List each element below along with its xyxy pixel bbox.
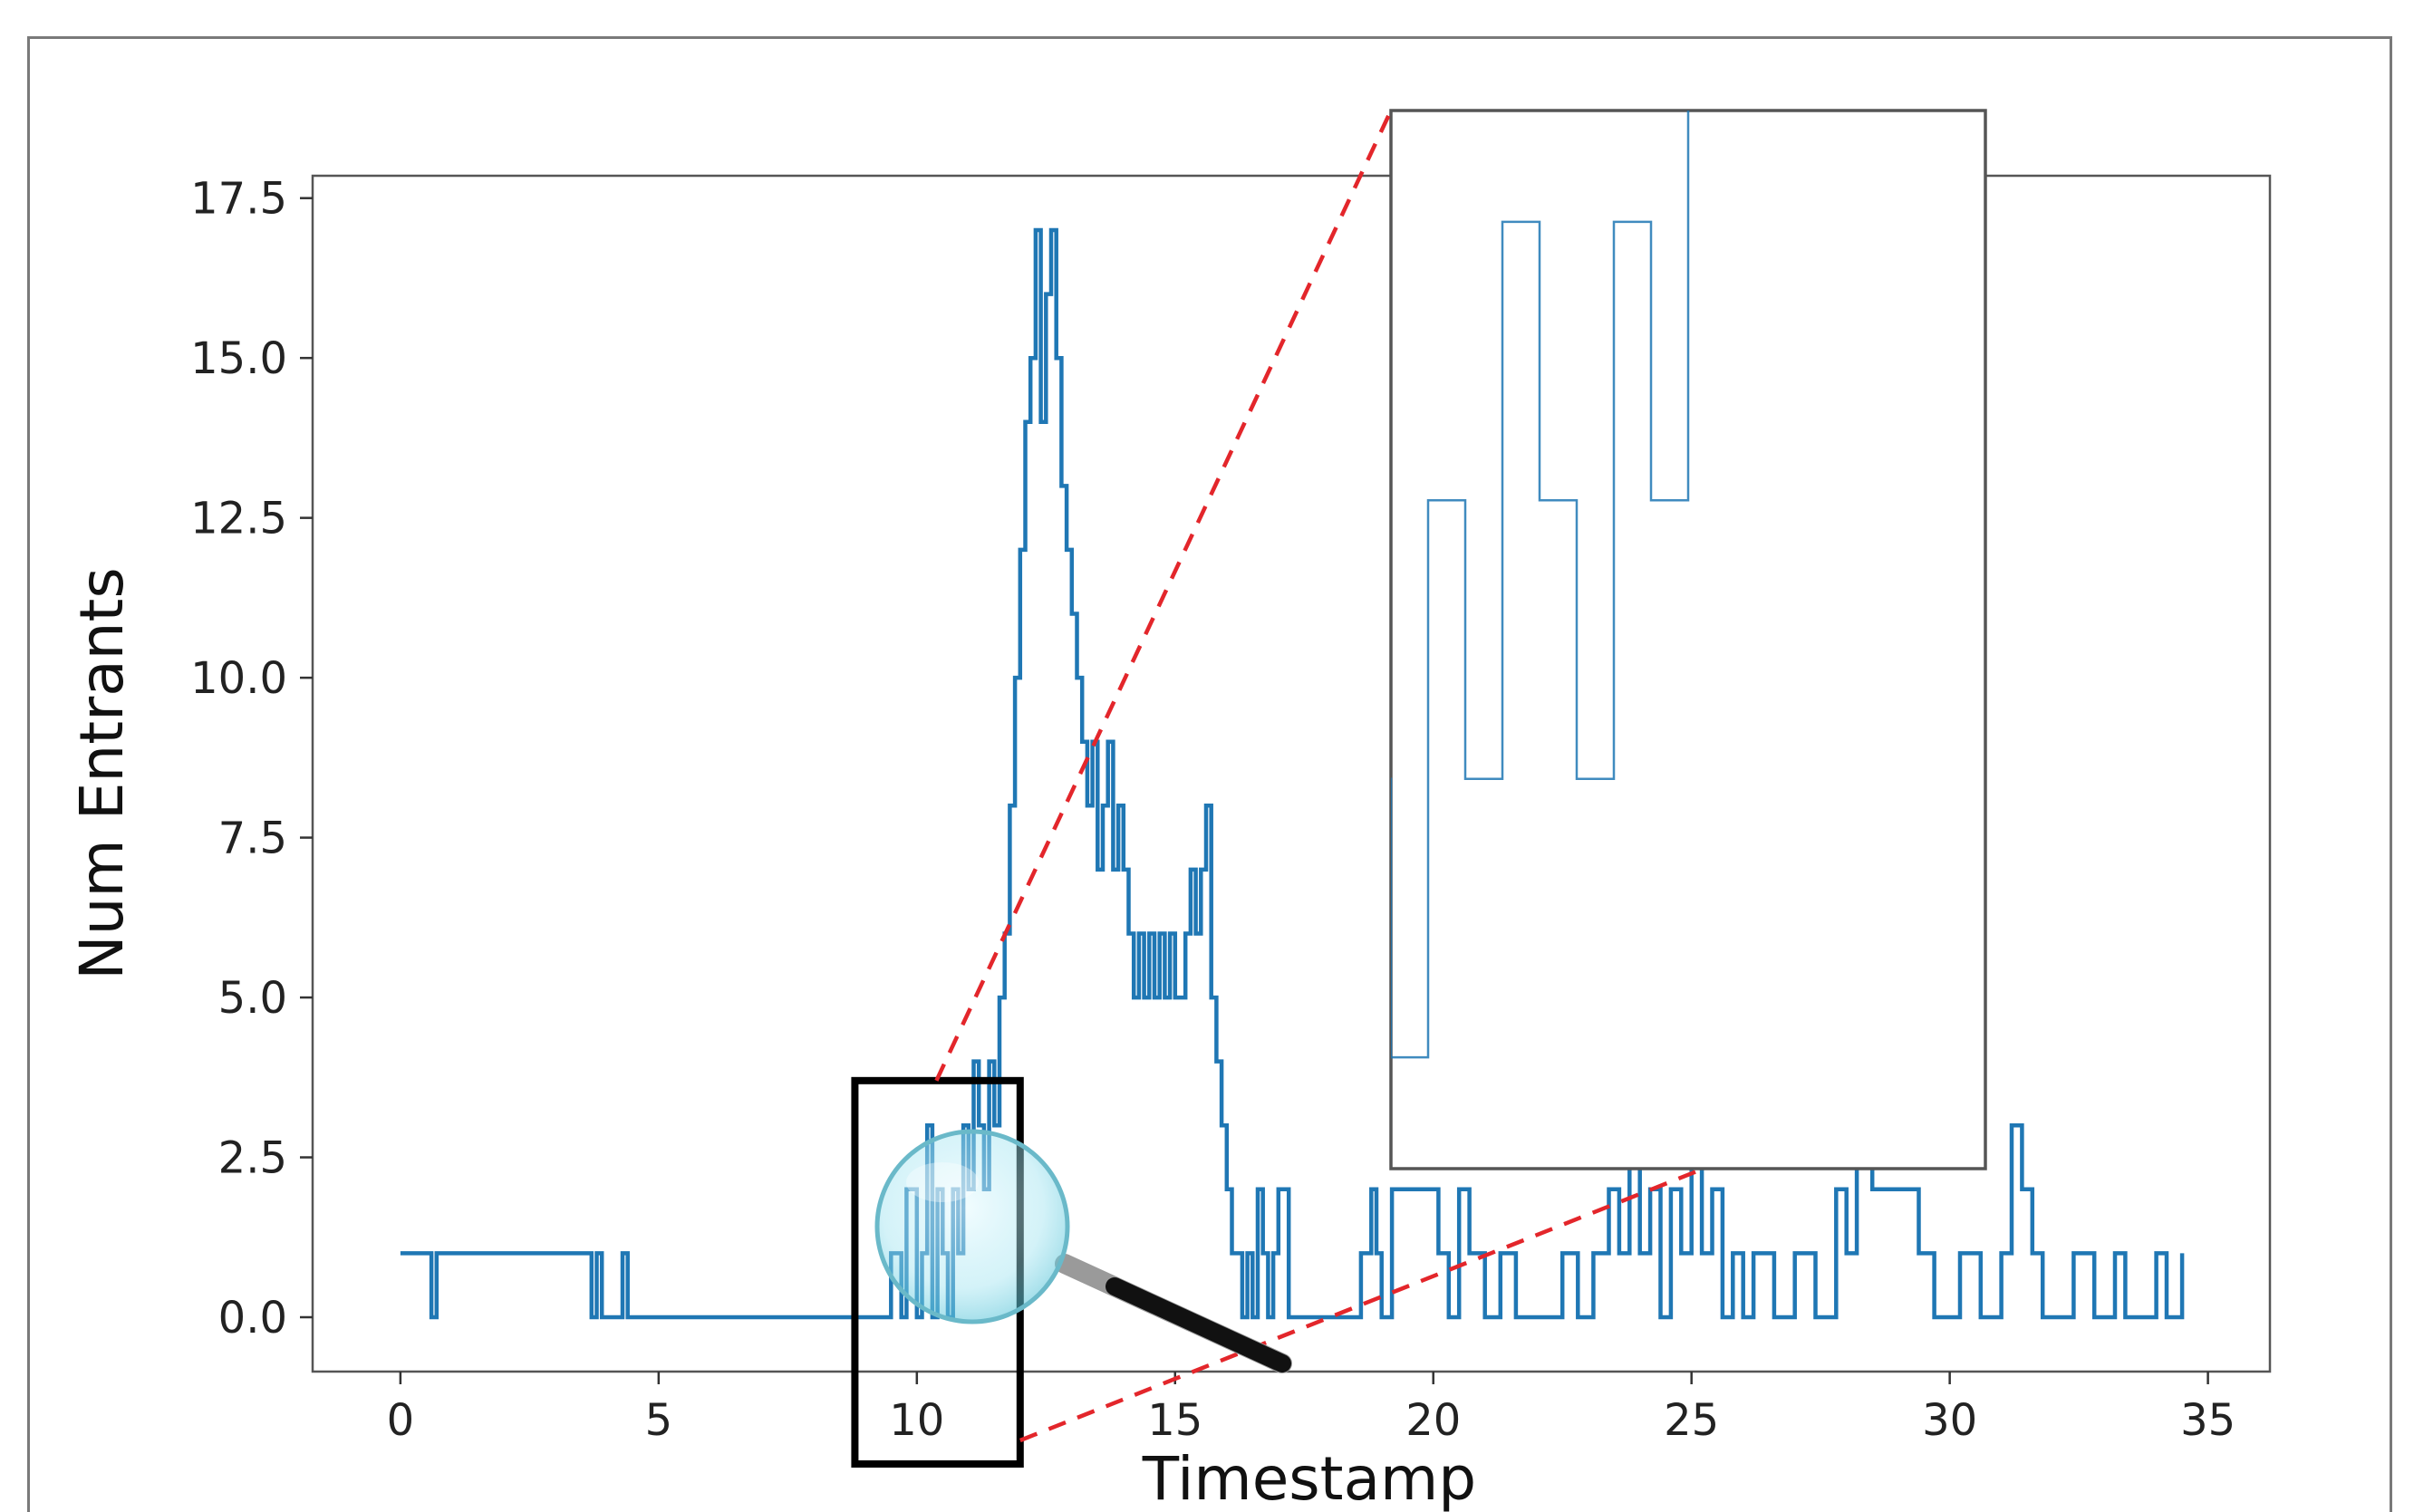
- x-tick-label: 0: [387, 1395, 415, 1446]
- x-tick-label: 35: [2180, 1395, 2235, 1446]
- x-tick-label: 30: [1922, 1395, 1977, 1446]
- connector-line-top: [934, 110, 1394, 1082]
- y-tick-label: 0.0: [218, 1293, 287, 1343]
- x-tick-label: 20: [1405, 1395, 1461, 1446]
- magnifier-lens: [874, 1129, 1070, 1324]
- y-tick-label: 12.5: [190, 494, 287, 544]
- series-line: [400, 227, 2185, 1320]
- magnifier-icon: [874, 1129, 1292, 1373]
- magnifier-glint: [906, 1162, 979, 1202]
- x-tick-label: 10: [889, 1395, 944, 1446]
- x-tick-label: 5: [645, 1395, 673, 1446]
- y-tick-label: 5.0: [218, 973, 287, 1024]
- y-tick-label: 7.5: [218, 814, 287, 864]
- y-tick-label: 2.5: [218, 1133, 287, 1184]
- series-group: [400, 227, 2185, 1320]
- y-tick-label: 17.5: [190, 174, 287, 225]
- x-axis-label: Timestamp: [1142, 1444, 1476, 1512]
- figure-frame: [27, 36, 2392, 1512]
- y-axis-label: Num Entrants: [67, 567, 137, 980]
- y-tick-label: 15.0: [190, 333, 287, 384]
- x-tick-label: 15: [1147, 1395, 1202, 1446]
- inset-series-group: [1391, 111, 1690, 1059]
- x-tick-label: 25: [1664, 1395, 1719, 1446]
- magnifier-handle: [1106, 1277, 1291, 1372]
- y-tick-label: 10.0: [190, 653, 287, 704]
- inset-series-line: [1391, 111, 1690, 1059]
